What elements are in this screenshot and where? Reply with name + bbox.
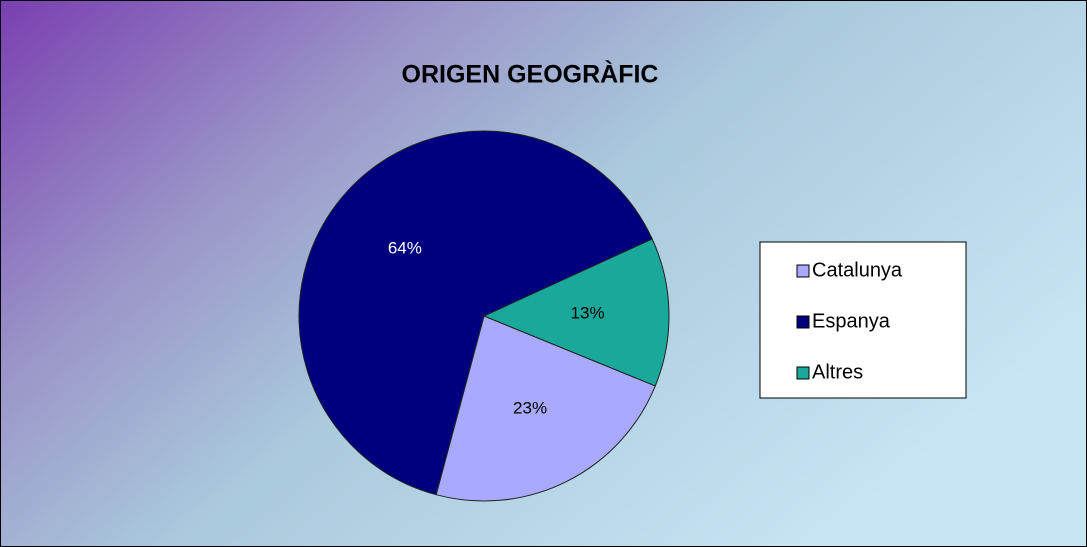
legend (759, 241, 967, 399)
data-label: 64% (388, 239, 422, 258)
data-label: 13% (571, 303, 605, 322)
pie-slice (435, 315, 656, 502)
data-label: 23% (513, 398, 547, 417)
legend-swatch (796, 366, 810, 380)
legend-label: Espanya (812, 310, 891, 332)
legend-swatch (796, 315, 810, 329)
pie-slice (482, 238, 670, 387)
legend-label: Altres (812, 361, 863, 383)
pie-slice (298, 130, 653, 496)
legend-swatch (796, 264, 810, 278)
chart-title: ORIGEN GEOGRÀFIC (402, 60, 659, 89)
legend-label: Catalunya (812, 259, 903, 281)
